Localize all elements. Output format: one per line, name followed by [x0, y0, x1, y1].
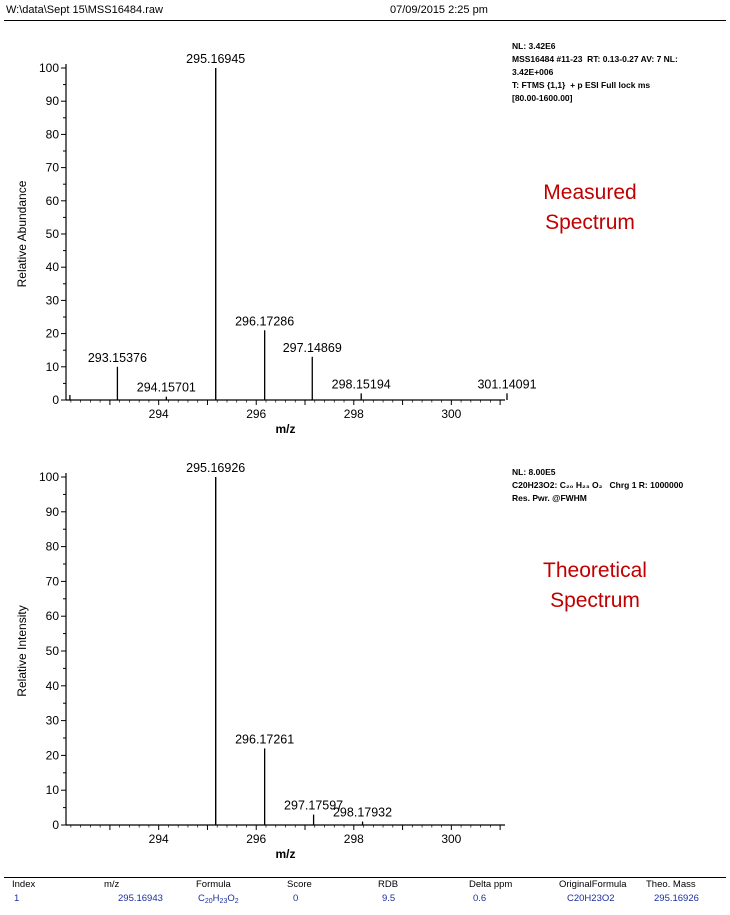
x-tick-label: 300: [441, 832, 461, 846]
col-header-rdb[interactable]: RDB: [378, 879, 399, 890]
cell-delta-ppm: 0.6: [473, 893, 487, 904]
y-tick-label: 20: [46, 327, 60, 341]
y-tick-label: 40: [46, 260, 60, 274]
x-tick-label: 294: [149, 832, 169, 846]
formula-o-count: 2: [234, 898, 239, 905]
x-tick-label: 294: [149, 407, 169, 421]
y-tick-label: 100: [39, 61, 59, 75]
peak-label: 298.17932: [333, 806, 392, 820]
col-header-original-formula[interactable]: OriginalFormula: [559, 879, 627, 890]
x-tick-label: 296: [246, 407, 266, 421]
peak-label: 295.16926: [186, 461, 245, 475]
y-axis-label: Relative Abundance: [15, 180, 29, 287]
y-axis-label: Relative Intensity: [15, 605, 29, 696]
y-tick-label: 100: [39, 470, 59, 484]
x-tick-label: 298: [344, 832, 364, 846]
file-header: W:\data\Sept 15\MSS16484.raw 07/09/2015 …: [6, 4, 724, 18]
y-tick-label: 90: [46, 505, 60, 519]
peak-label: 295.16945: [186, 52, 245, 66]
y-tick-label: 40: [46, 679, 60, 693]
theoretical-spectrum-caption: Theoretical Spectrum: [505, 556, 685, 616]
formula-c-count: 20: [204, 898, 213, 905]
measured-scan-info: NL: 3.42E6 MSS16484 #11-23 RT: 0.13-0.27…: [512, 41, 678, 103]
y-tick-label: 70: [46, 574, 60, 588]
formula-c: C: [198, 893, 205, 904]
cell-mz: 295.16943: [118, 893, 163, 904]
cell-index: 1: [14, 893, 20, 904]
cell-theo-mass: 295.16926: [654, 893, 699, 904]
table-row[interactable]: 1 295.16943 C20H23O2 0 9.5 0.6 C20H23O2 …: [6, 893, 724, 907]
y-tick-label: 70: [46, 161, 60, 175]
y-tick-label: 60: [46, 194, 60, 208]
y-tick-label: 0: [52, 393, 59, 407]
y-tick-label: 50: [46, 644, 60, 658]
table-header-row: Index m/z Formula Score RDB Delta ppm Or…: [6, 879, 724, 893]
peak-label: 296.17286: [235, 314, 294, 328]
peak-label: 297.17597: [284, 799, 343, 813]
y-tick-label: 60: [46, 609, 60, 623]
peak-label: 294.15701: [137, 381, 196, 395]
acquisition-datetime: 07/09/2015 2:25 pm: [390, 4, 488, 16]
y-tick-label: 10: [46, 360, 60, 374]
cell-rdb: 9.5: [382, 893, 396, 904]
theoretical-spectrum-chart: 0 10 20 30 40 50 60 70 80 90 100 294 296 298 300 m/z Rel…: [15, 461, 505, 861]
measured-spectrum-chart: 0 10 20 30 40 50 60 70 80 90 100 294 296 298 300 m/z Rel…: [15, 52, 537, 436]
formula-o: O: [227, 893, 235, 904]
peak-label: 297.14869: [283, 341, 342, 355]
peak-label: 301.14091: [477, 377, 536, 391]
x-axis-label: m/z: [275, 847, 295, 861]
y-tick-label: 10: [46, 783, 60, 797]
x-axis-label: m/z: [275, 422, 295, 436]
peak-label: 296.17261: [235, 732, 294, 746]
peak-label: 298.15194: [332, 377, 391, 391]
col-header-formula[interactable]: Formula: [196, 879, 231, 890]
y-tick-label: 80: [46, 127, 60, 141]
x-tick-label: 300: [441, 407, 461, 421]
caption-line: Spectrum: [545, 211, 635, 234]
theoretical-scan-info: NL: 8.00E5 C20H23O2: C₂₀ H₂₃ O₂ Chrg 1 R…: [512, 467, 684, 503]
caption-line: Theoretical: [543, 559, 647, 582]
col-header-delta-ppm[interactable]: Delta ppm: [469, 879, 513, 890]
cell-formula: C20H23O2: [198, 893, 239, 905]
col-header-mz[interactable]: m/z: [104, 879, 120, 890]
col-header-index[interactable]: Index: [12, 879, 36, 890]
file-path: W:\data\Sept 15\MSS16484.raw: [6, 4, 163, 16]
measured-spectrum-caption: Measured Spectrum: [500, 178, 680, 238]
caption-line: Measured: [543, 181, 637, 204]
cell-original-formula: C20H23O2: [567, 893, 615, 904]
y-tick-label: 90: [46, 94, 60, 108]
col-header-theo-mass[interactable]: Theo. Mass: [646, 879, 696, 890]
cell-score: 0: [293, 893, 299, 904]
header-divider: [4, 20, 726, 21]
results-table: Index m/z Formula Score RDB Delta ppm Or…: [6, 879, 724, 907]
y-tick-label: 20: [46, 748, 60, 762]
formula-h: H: [212, 893, 220, 904]
x-tick-label: 298: [344, 407, 364, 421]
y-tick-label: 0: [52, 818, 59, 832]
table-divider: [4, 877, 726, 878]
formula-h-count: 23: [219, 898, 228, 905]
peak-label: 293.15376: [88, 351, 147, 365]
y-tick-label: 30: [46, 714, 60, 728]
y-tick-label: 50: [46, 227, 60, 241]
col-header-score[interactable]: Score: [287, 879, 312, 890]
x-tick-label: 296: [246, 832, 266, 846]
y-tick-label: 80: [46, 540, 60, 554]
y-tick-label: 30: [46, 293, 60, 307]
caption-line: Spectrum: [550, 589, 640, 612]
